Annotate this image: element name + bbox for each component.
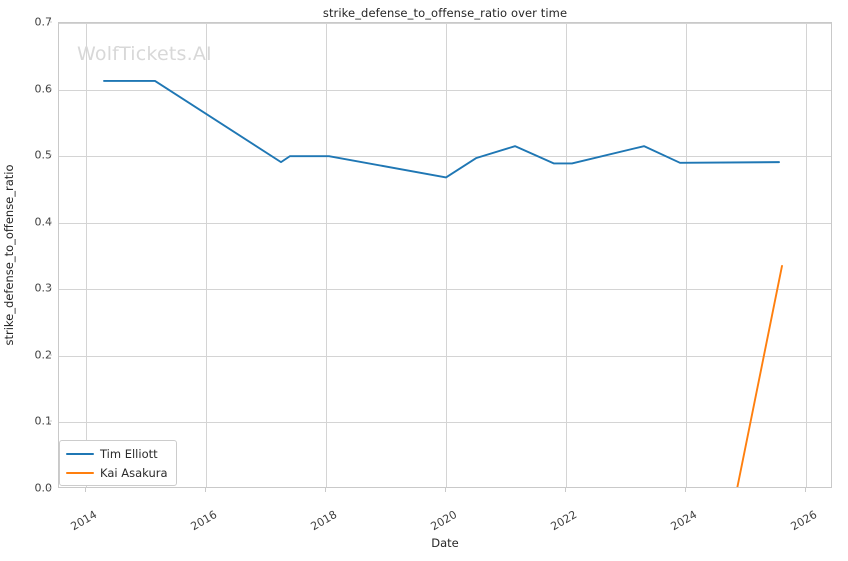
plot-lines <box>103 79 783 487</box>
x-axis-ticks: 2014 2016 2018 2020 2022 2024 2026 <box>58 488 832 534</box>
chart-legend: Tim Elliott Kai Asakura <box>59 440 177 486</box>
y-tick-mark <box>48 21 52 23</box>
y-tick-label: 0.2 <box>34 348 53 362</box>
gridline-horizontal <box>59 89 831 91</box>
y-tick-mark <box>48 88 52 90</box>
x-tick-label: 2018 <box>308 508 340 534</box>
x-tick-label: 2024 <box>668 508 700 534</box>
series-line <box>736 265 783 487</box>
y-tick-label: 0.1 <box>34 414 53 428</box>
x-tick-label: 2016 <box>188 508 220 534</box>
gridline-horizontal <box>59 422 831 424</box>
gridline-vertical <box>446 23 447 487</box>
plot-area: WolfTickets.AI <box>58 22 832 488</box>
legend-color-swatch <box>66 452 94 455</box>
x-tick-mark <box>805 488 806 492</box>
legend-item[interactable]: Kai Asakura <box>66 464 168 481</box>
y-tick-mark <box>48 487 52 489</box>
x-tick-mark <box>685 488 686 492</box>
x-axis-label: Date <box>431 536 459 550</box>
legend-label: Kai Asakura <box>100 465 168 480</box>
y-tick-label: 0.6 <box>34 82 53 96</box>
chart-title: strike_defense_to_offense_ratio over tim… <box>322 6 568 20</box>
y-tick-mark <box>48 420 52 422</box>
y-tick-label: 0.7 <box>34 15 53 29</box>
gridline-horizontal <box>59 23 831 24</box>
x-tick-label: 2022 <box>548 508 580 534</box>
gridline-vertical <box>86 23 87 487</box>
y-tick-label: 0.5 <box>34 148 53 162</box>
x-tick-mark <box>565 488 566 492</box>
x-tick-mark <box>85 488 86 492</box>
x-tick-label: 2026 <box>788 508 820 534</box>
x-tick-label: 2014 <box>68 508 100 534</box>
y-tick-mark <box>48 221 52 223</box>
gridline-vertical <box>686 23 687 487</box>
x-tick-label: 2020 <box>428 508 460 534</box>
gridline-vertical <box>806 23 807 487</box>
gridline-horizontal <box>59 289 831 291</box>
y-tick-label: 0.3 <box>34 281 53 295</box>
x-tick-mark <box>325 488 326 492</box>
gridline-horizontal <box>59 156 831 158</box>
y-axis-ticks: 0.0 0.1 0.2 0.3 0.4 0.5 0.6 0.7 <box>0 16 53 495</box>
y-tick-mark <box>48 154 52 156</box>
x-tick-mark <box>205 488 206 492</box>
y-tick-mark <box>48 354 52 356</box>
watermark: WolfTickets.AI <box>77 43 212 65</box>
y-tick-label: 0.4 <box>34 215 53 229</box>
gridline-vertical <box>206 23 207 487</box>
y-tick-mark <box>48 287 52 289</box>
gridline-vertical <box>566 23 567 487</box>
y-axis-label: strike_defense_to_offense_ratio <box>2 164 16 346</box>
x-tick-mark <box>445 488 446 492</box>
gridline-horizontal <box>59 355 831 357</box>
y-tick-label: 0.0 <box>34 481 53 495</box>
legend-label: Tim Elliott <box>100 446 158 461</box>
legend-color-swatch <box>66 471 94 474</box>
gridline-horizontal <box>59 222 831 224</box>
series-line <box>103 79 780 179</box>
legend-item[interactable]: Tim Elliott <box>66 445 168 462</box>
gridline-vertical <box>326 23 327 487</box>
